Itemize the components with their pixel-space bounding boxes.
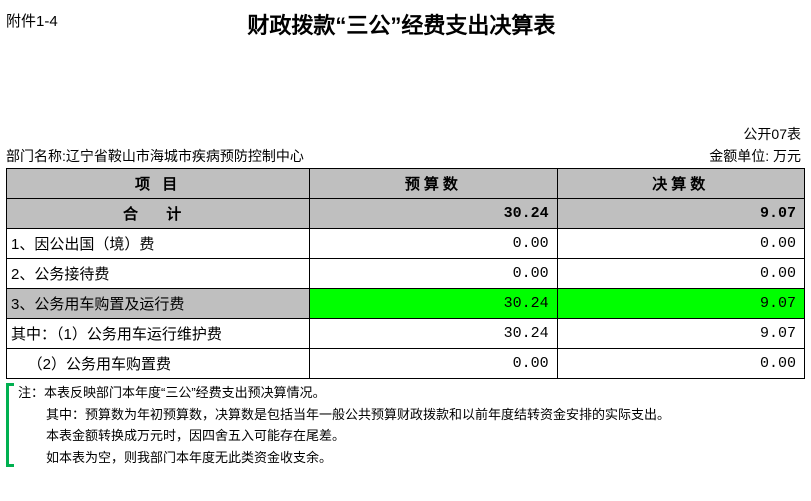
notes-block: 注：本表反映部门本年度“三公”经费支出预决算情况。 其中：预算数为年初预算数，决… [6,383,805,467]
note-line: 本表金额转换成万元时，因四舍五入可能存在尾差。 [18,426,805,446]
sum-budget: 30.24 [310,199,557,229]
cell-item: 3、公务用车购置及运行费 [7,289,310,319]
cell-final: 0.00 [557,229,804,259]
table-header-row: 项 目 预算数 决算数 [7,169,805,199]
spacer [6,44,805,124]
cell-item: 1、因公出国（境）费 [7,229,310,259]
cell-budget: 0.00 [310,229,557,259]
cell-final: 0.00 [557,349,804,379]
table-row: 3、公务用车购置及运行费30.249.07 [7,289,805,319]
header-row: 附件1-4 财政拨款“三公”经费支出决算表 [6,8,805,40]
cell-budget: 0.00 [310,349,557,379]
cell-item: 2、公务接待费 [7,259,310,289]
col-header-item: 项 目 [7,169,310,199]
bracket-marker [6,383,9,467]
table-row: （2）公务用车购置费0.000.00 [7,349,805,379]
table-row: 2、公务接待费0.000.00 [7,259,805,289]
table-row: 1、因公出国（境）费0.000.00 [7,229,805,259]
cell-final: 9.07 [557,319,804,349]
dept-block: 部门名称:辽宁省鞍山市海城市疾病预防控制中心 [6,146,304,166]
page-title: 财政拨款“三公”经费支出决算表 [58,8,805,40]
sum-row: 合 计 30.24 9.07 [7,199,805,229]
dept-label: 部门名称: [6,148,66,164]
attachment-label: 附件1-4 [6,8,58,31]
table-row: 其中：（1）公务用车运行维护费30.249.07 [7,319,805,349]
col-header-final: 决算数 [557,169,804,199]
expense-table: 项 目 预算数 决算数 合 计 30.24 9.07 1、因公出国（境）费0.0… [6,168,805,379]
note-line: 如本表为空，则我部门本年度无此类资金收支余。 [18,448,805,468]
cell-item: 其中：（1）公务用车运行维护费 [7,319,310,349]
meta-row: 部门名称:辽宁省鞍山市海城市疾病预防控制中心 金额单位: 万元 [6,144,805,168]
cell-budget: 0.00 [310,259,557,289]
note-line: 其中：预算数为年初预算数，决算数是包括当年一般公共预算财政拨款和以前年度结转资金… [18,405,805,425]
col-header-budget: 预算数 [310,169,557,199]
cell-final: 9.07 [557,289,804,319]
dept-name: 辽宁省鞍山市海城市疾病预防控制中心 [66,148,304,164]
sum-label: 合 计 [7,199,310,229]
cell-item: （2）公务用车购置费 [7,349,310,379]
note-line: 注：本表反映部门本年度“三公”经费支出预决算情况。 [18,383,805,403]
sum-final: 9.07 [557,199,804,229]
form-code: 公开07表 [6,124,805,144]
cell-budget: 30.24 [310,289,557,319]
cell-budget: 30.24 [310,319,557,349]
unit-label: 金额单位: 万元 [709,146,801,166]
cell-final: 0.00 [557,259,804,289]
